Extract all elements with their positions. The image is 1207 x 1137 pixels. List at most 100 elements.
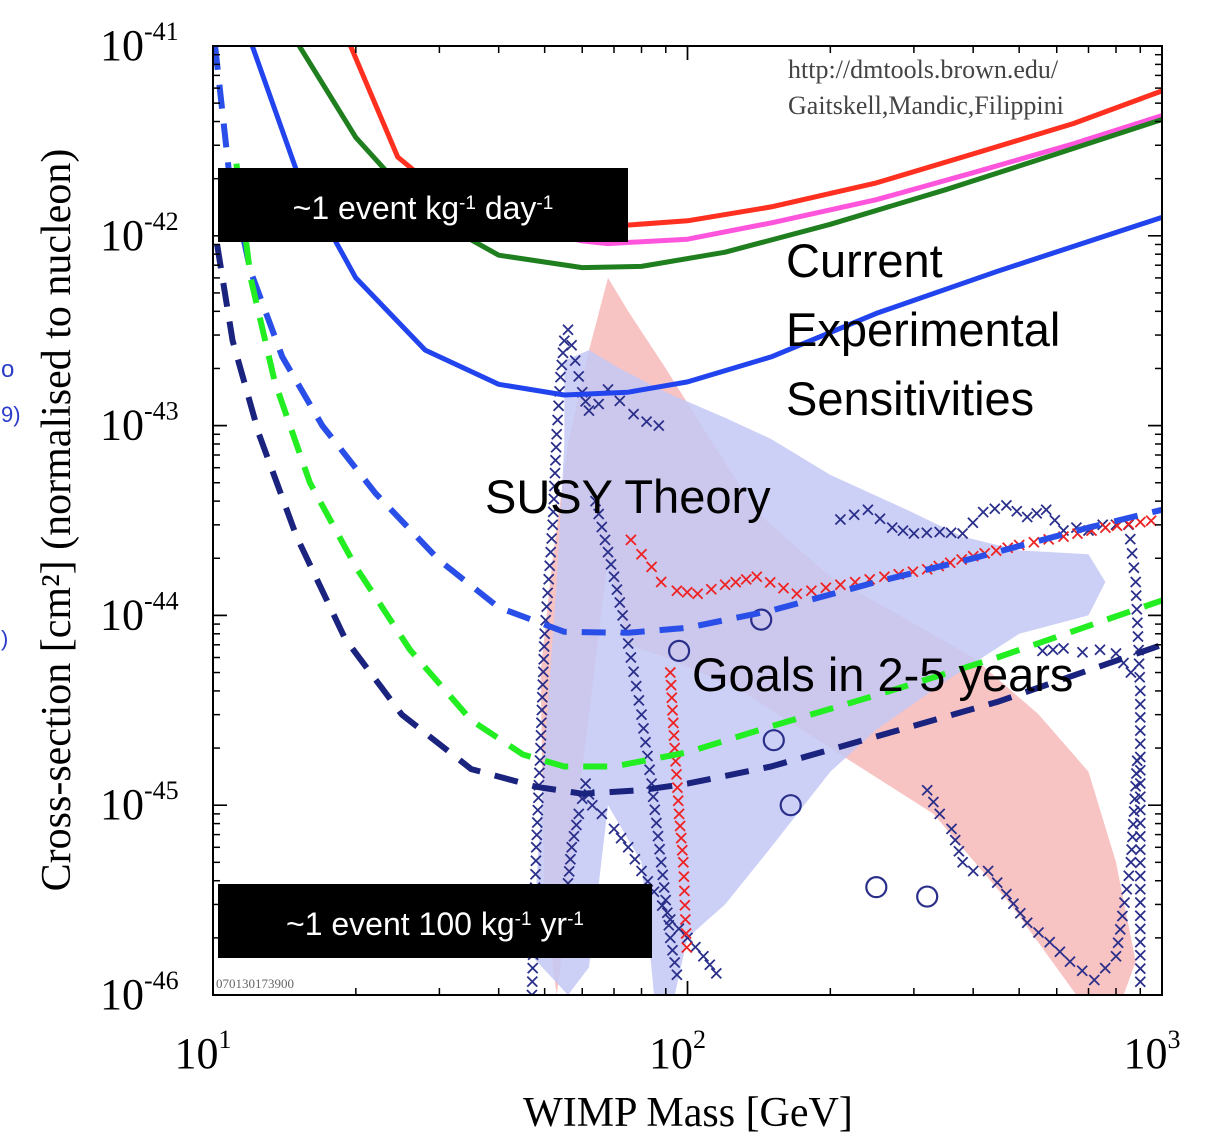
cross-point bbox=[544, 560, 556, 572]
cross-point bbox=[633, 694, 645, 707]
cross-point bbox=[551, 428, 563, 440]
cross-point bbox=[874, 513, 886, 525]
y-tick-label: 10-46 bbox=[100, 966, 179, 1019]
cross-point bbox=[615, 832, 627, 844]
x-tick-label: 102 bbox=[649, 1025, 706, 1078]
cross-point bbox=[1021, 917, 1033, 929]
cross-point bbox=[1040, 504, 1052, 516]
x-tick-label: 101 bbox=[175, 1025, 232, 1078]
cross-point bbox=[691, 588, 704, 600]
theory-circle-6 bbox=[916, 885, 939, 908]
cross-point bbox=[1000, 499, 1013, 512]
cross-point bbox=[527, 962, 539, 974]
cross-point bbox=[1036, 645, 1049, 657]
cross-point bbox=[967, 865, 979, 877]
cross-point bbox=[568, 830, 580, 842]
credit-line-1: http://dmtools.brown.edu/ bbox=[788, 55, 1059, 84]
cross-point bbox=[671, 781, 684, 794]
cross-point bbox=[670, 768, 683, 781]
cross-track-3 bbox=[589, 495, 683, 981]
cross-point bbox=[704, 959, 716, 971]
cross-point bbox=[579, 777, 592, 790]
cross-point bbox=[534, 742, 547, 754]
cross-point bbox=[1044, 936, 1056, 948]
cross-point bbox=[1011, 505, 1023, 517]
cross-point bbox=[562, 324, 574, 336]
cross-point bbox=[664, 666, 676, 679]
y-tick-label: 10-43 bbox=[100, 397, 179, 450]
cross-point bbox=[531, 816, 543, 829]
cross-point bbox=[740, 573, 752, 586]
cross-point bbox=[614, 596, 626, 609]
cross-point bbox=[1014, 907, 1026, 919]
theory-region-2 bbox=[531, 350, 1106, 995]
annotation-goals: Goals in 2-5 years bbox=[692, 648, 1073, 701]
cross-point bbox=[556, 359, 568, 371]
cross-track-4 bbox=[834, 499, 1146, 988]
cross-point bbox=[990, 544, 1002, 557]
rate-box-1 bbox=[218, 168, 628, 242]
plot-id: 070130173900 bbox=[216, 976, 294, 991]
cross-point bbox=[674, 820, 686, 832]
cross-point bbox=[573, 808, 585, 820]
cross-point bbox=[652, 830, 664, 842]
cross-point bbox=[681, 586, 693, 598]
cross-point bbox=[526, 989, 538, 995]
cross-point bbox=[546, 532, 558, 545]
cross-point bbox=[549, 454, 562, 466]
cross-point bbox=[541, 600, 553, 613]
cross-point bbox=[640, 415, 653, 428]
cross-point bbox=[526, 975, 538, 988]
cross-point bbox=[886, 521, 898, 534]
cross-point bbox=[627, 666, 640, 678]
cross-point bbox=[1134, 870, 1146, 882]
cross-point bbox=[1032, 926, 1045, 939]
cross-point bbox=[661, 907, 673, 919]
cross-point bbox=[1134, 843, 1146, 856]
cross-point bbox=[977, 506, 989, 518]
annotation-current-2: Experimental bbox=[786, 303, 1060, 356]
cross-point bbox=[531, 829, 543, 841]
cross-point bbox=[730, 576, 742, 588]
cross-point bbox=[1134, 857, 1146, 869]
cross-track-8 bbox=[664, 666, 693, 954]
cross-point bbox=[680, 927, 692, 940]
cross-point bbox=[535, 729, 547, 742]
cross-point bbox=[530, 855, 542, 867]
cross-point bbox=[547, 519, 559, 531]
cross-point bbox=[570, 819, 583, 831]
cross-point bbox=[1129, 793, 1141, 805]
cross-track-5 bbox=[921, 755, 1143, 986]
cross-point bbox=[538, 653, 550, 665]
axis-ticks: 101 102 103 10-41 10-42 10-43 10-44 10-45 10-46 bbox=[100, 17, 1181, 1078]
cross-point bbox=[1076, 965, 1088, 977]
cross-point bbox=[579, 395, 592, 408]
cross-point bbox=[934, 526, 946, 538]
cross-point bbox=[593, 398, 605, 410]
y-tick-label: 10-42 bbox=[100, 207, 179, 260]
cross-point bbox=[537, 666, 549, 678]
cross-point bbox=[653, 843, 666, 855]
theory-circle-1 bbox=[667, 639, 691, 663]
cross-point bbox=[764, 576, 776, 589]
cross-point bbox=[1131, 617, 1144, 629]
cross-point bbox=[589, 495, 602, 507]
cross-point bbox=[1047, 644, 1059, 656]
cross-point bbox=[673, 808, 685, 820]
cross-point bbox=[569, 354, 581, 367]
cross-point bbox=[625, 534, 637, 546]
left-cutoff-1: o bbox=[1, 356, 14, 383]
cross-point bbox=[548, 493, 560, 505]
cross-point bbox=[643, 764, 656, 776]
cross-point bbox=[1129, 780, 1142, 792]
cross-point bbox=[1126, 547, 1138, 560]
cross-point bbox=[614, 395, 626, 407]
cross-point bbox=[1134, 896, 1146, 909]
current-sensitivity-4 bbox=[249, 46, 1162, 398]
cross-point bbox=[602, 546, 614, 558]
cross-point bbox=[1007, 898, 1020, 910]
cross-point bbox=[1128, 562, 1140, 574]
left-cutoff-2: 9) bbox=[1, 402, 21, 427]
cross-point bbox=[676, 844, 688, 856]
cross-point bbox=[678, 870, 690, 883]
